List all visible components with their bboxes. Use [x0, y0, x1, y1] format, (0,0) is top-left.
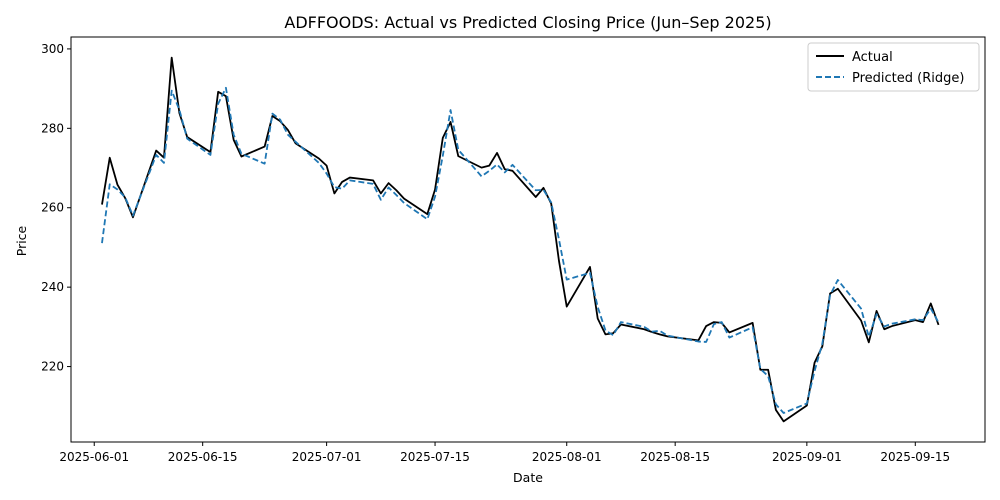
x-tick-label: 2025-08-01	[532, 450, 602, 464]
y-axis: 220 240 260 280 300	[41, 42, 71, 374]
x-axis-label: Date	[513, 470, 543, 485]
y-tick-label: 240	[41, 280, 64, 294]
x-tick-label: 2025-09-01	[772, 450, 842, 464]
chart-title: ADFFOODS: Actual vs Predicted Closing Pr…	[284, 13, 771, 32]
legend-box	[807, 42, 980, 92]
x-tick-label: 2025-08-15	[640, 450, 710, 464]
x-tick-label: 2025-07-01	[292, 450, 362, 464]
plot-frame	[70, 36, 986, 443]
series-line-predicted	[101, 86, 940, 414]
x-tick-label: 2025-09-15	[880, 450, 950, 464]
x-axis: 2025-06-01 2025-06-15 2025-07-01 2025-07-15…	[59, 442, 950, 464]
legend-label-actual: Actual	[852, 50, 893, 65]
y-tick-label: 300	[41, 42, 64, 56]
x-tick-label: 2025-06-15	[168, 450, 238, 464]
y-tick-label: 260	[41, 201, 64, 215]
legend-label-predicted: Predicted (Ridge)	[852, 71, 964, 86]
x-tick-label: 2025-06-01	[59, 450, 129, 464]
legend: Actual Predicted (Ridge)	[807, 42, 980, 92]
y-tick-label: 280	[41, 121, 64, 135]
y-axis-label: Price	[14, 225, 29, 256]
plot-area	[70, 36, 986, 443]
series-line-actual	[101, 56, 940, 423]
series-lines	[101, 56, 940, 423]
y-tick-label: 220	[41, 360, 64, 374]
x-tick-label: 2025-07-15	[400, 450, 470, 464]
